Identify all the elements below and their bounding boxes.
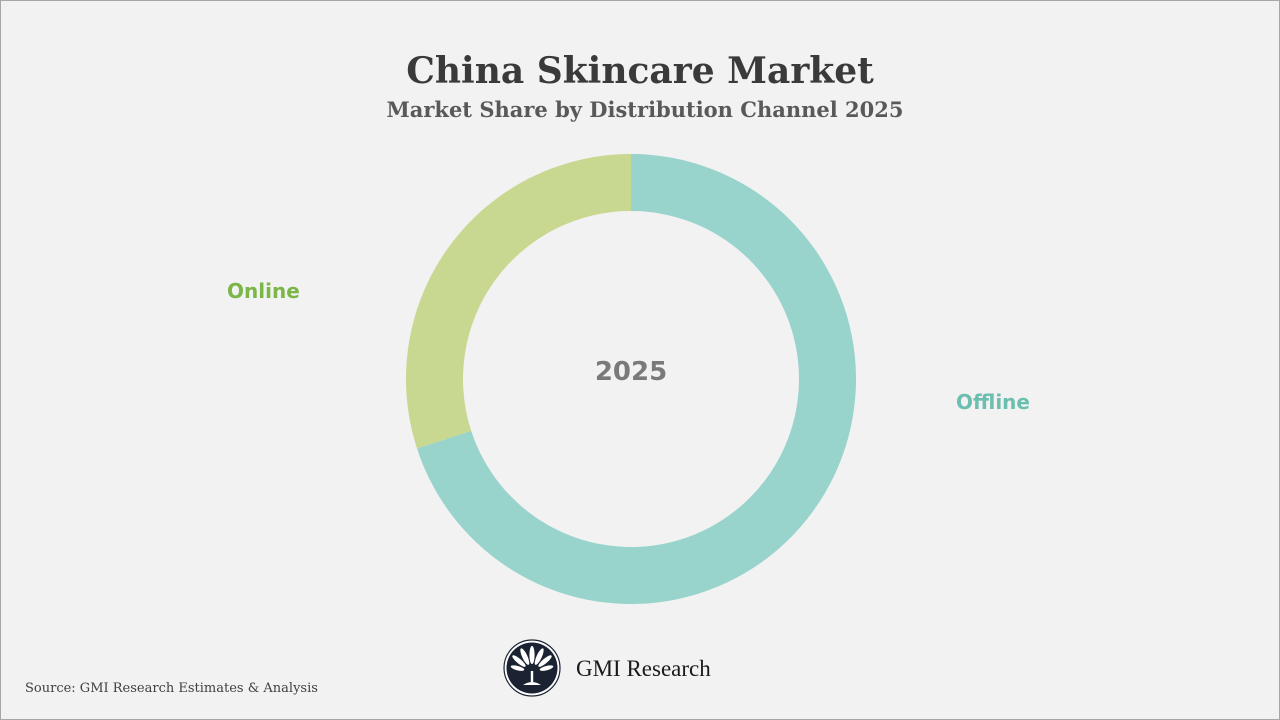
center-year-label: 2025 <box>594 357 668 387</box>
chart-title: China Skincare Market <box>406 50 874 92</box>
gmi-logo-icon <box>503 639 561 697</box>
chart-subtitle: Market Share by Distribution Channel 202… <box>386 97 904 122</box>
online-label: Online <box>227 279 300 303</box>
source-note: Source: GMI Research Estimates & Analysi… <box>25 681 318 696</box>
donut-slices <box>405 154 856 604</box>
offline-label: Offline <box>956 390 1030 414</box>
slice-online <box>405 154 631 449</box>
brand-name: GMI Research <box>576 656 711 681</box>
